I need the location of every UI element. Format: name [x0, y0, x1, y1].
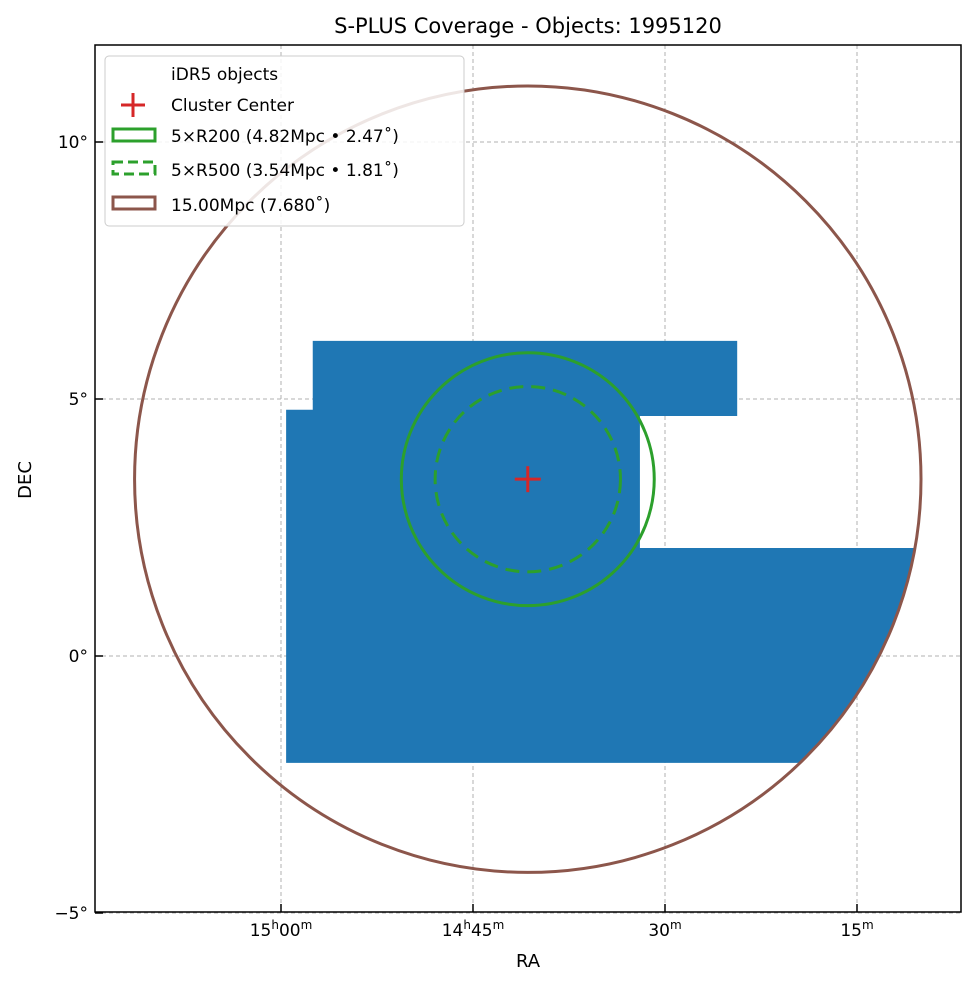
legend-r500-icon — [111, 160, 157, 176]
legend-label-15mpc: 15.00Mpc (7.680˚) — [171, 195, 330, 216]
axes-frame — [94, 44, 962, 913]
x-tick-label: 30m — [648, 918, 681, 941]
coverage-footprint — [286, 340, 921, 763]
y-tick-label: 10° — [58, 133, 88, 153]
legend-label-center: Cluster Center — [171, 96, 294, 116]
y-tick-label: 5° — [69, 390, 88, 410]
x-tick-label: 14h45m — [442, 918, 505, 941]
legend-r200-icon — [111, 127, 157, 143]
legend-cross-icon — [121, 93, 145, 117]
x-tick-label: 15m — [840, 918, 873, 941]
x-tick-label: 15h00m — [250, 918, 313, 941]
chart-title: S-PLUS Coverage - Objects: 1995120 — [334, 14, 722, 38]
y-tick-label: −5° — [54, 904, 88, 924]
cluster-center-marker — [514, 466, 541, 493]
r500-circle — [433, 385, 622, 574]
legend-15mpc-icon — [111, 195, 157, 211]
15mpc-circle — [133, 84, 923, 874]
r200-circle — [399, 351, 656, 608]
legend-label-objects: iDR5 objects — [171, 65, 278, 85]
x-axis-label: RA — [516, 951, 541, 972]
y-tick-label: 0° — [69, 647, 88, 667]
legend-label-r500: 5×R500 (3.54Mpc • 1.81˚) — [171, 160, 399, 181]
legend: iDR5 objects Cluster Center 5×R200 (4.82… — [104, 55, 465, 227]
y-axis-label: DEC — [15, 461, 36, 499]
legend-label-r200: 5×R200 (4.82Mpc • 2.47˚) — [171, 126, 399, 147]
